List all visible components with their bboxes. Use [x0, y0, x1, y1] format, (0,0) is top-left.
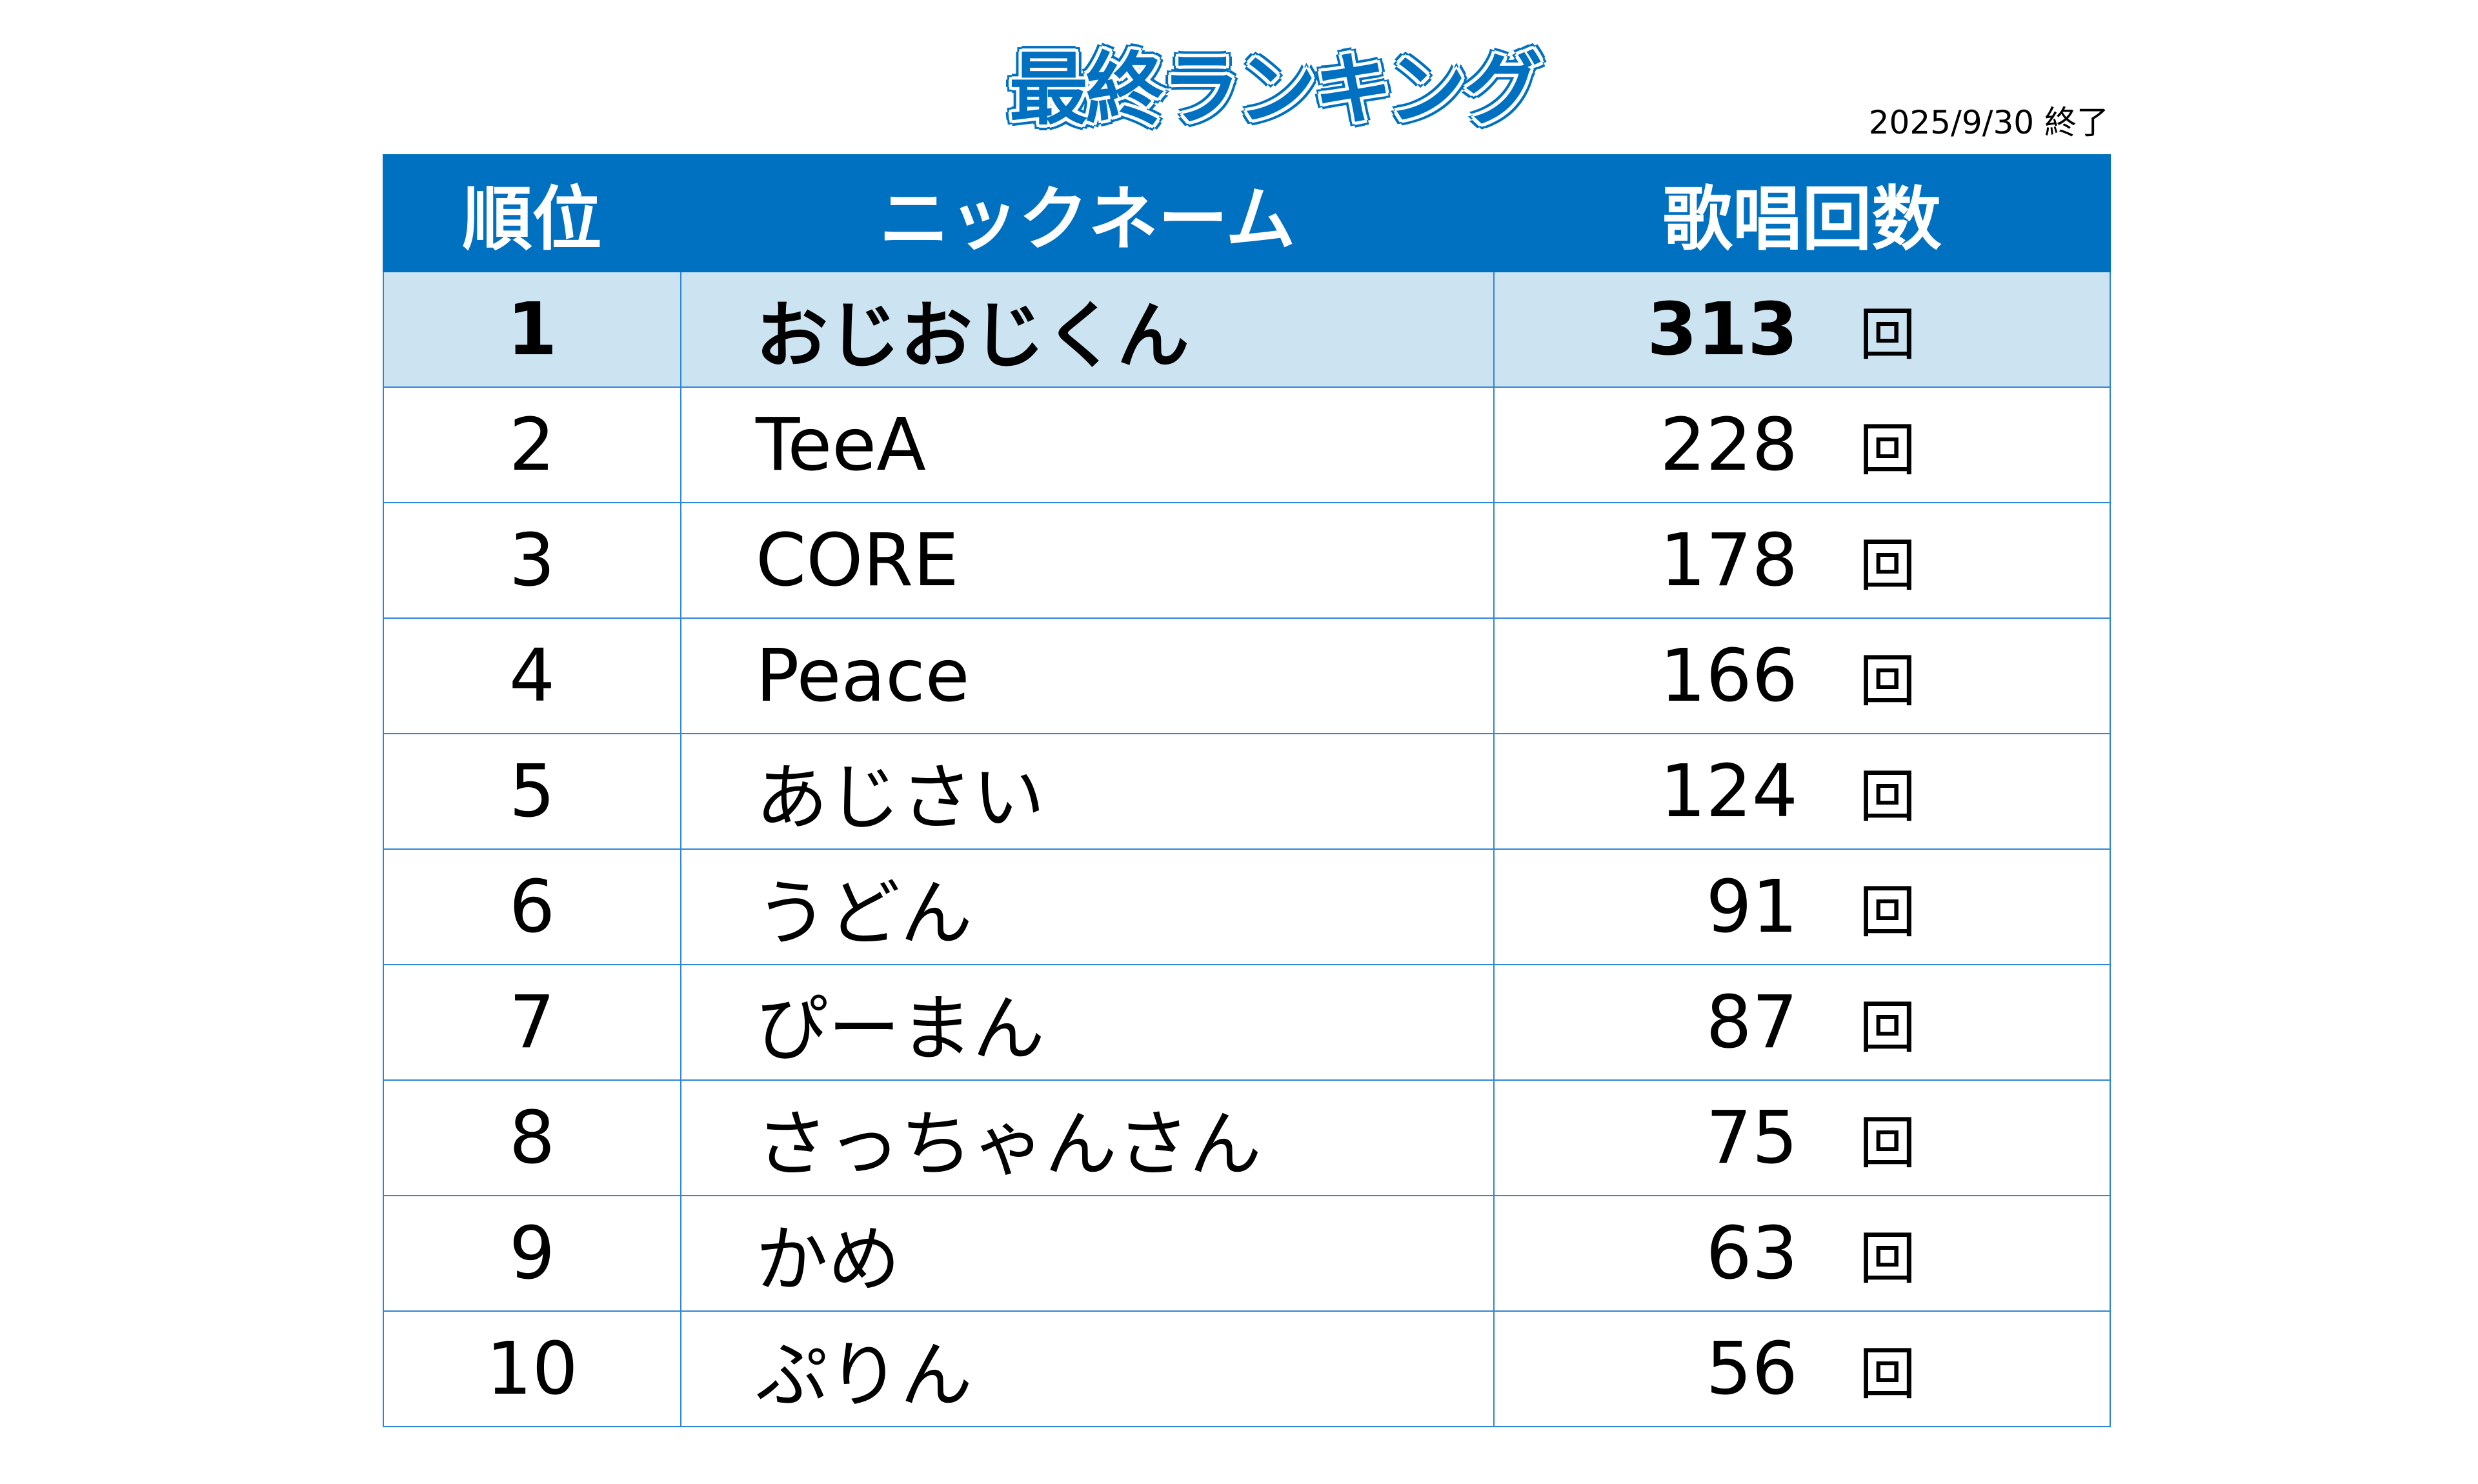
table-row: 4 Peace 166 回 — [383, 617, 2111, 734]
rank-cell: 9 — [383, 1195, 681, 1312]
count-value: 56 — [1706, 1327, 1798, 1411]
count-unit: 回 — [1859, 878, 1917, 945]
nickname-cell: うどん — [680, 848, 1495, 965]
header-rank: 順位 — [383, 154, 681, 272]
count-cell: 56 回 — [1493, 1310, 2111, 1427]
table-row: 1 おじおじくん 313 回 — [383, 271, 2111, 388]
count-cell: 63 回 — [1493, 1195, 2111, 1312]
nickname-cell: おじおじくん — [680, 271, 1495, 388]
end-date: 2025/9/30 終了 — [1868, 104, 2109, 141]
count-value: 178 — [1660, 518, 1798, 603]
count-cell: 178 回 — [1493, 502, 2111, 619]
count-cell: 166 回 — [1493, 617, 2111, 734]
count-value: 313 — [1647, 287, 1798, 372]
nickname-cell: TeeA — [680, 386, 1495, 503]
count-cell: 87 回 — [1493, 964, 2111, 1081]
table-row: 9 かめ 63 回 — [383, 1195, 2111, 1312]
count-value: 124 — [1660, 749, 1798, 834]
table-row: 5 あじさい 124 回 — [383, 733, 2111, 850]
nickname-cell: さっちゃんさん — [680, 1079, 1495, 1196]
rank-cell: 1 — [383, 271, 681, 388]
header-count: 歌唱回数 — [1493, 154, 2111, 272]
page-title: 最終ランキング — [1009, 44, 1542, 135]
rank-cell: 4 — [383, 617, 681, 734]
count-unit: 回 — [1859, 763, 1917, 830]
table-row: 10 ぷりん 56 回 — [383, 1310, 2111, 1427]
ranking-table: 順位 ニックネーム 歌唱回数 1 おじおじくん 313 回 2 TeeA 228 回 3… — [383, 154, 2111, 1427]
count-unit: 回 — [1859, 1340, 1917, 1407]
rank-cell: 10 — [383, 1310, 681, 1427]
count-unit: 回 — [1859, 1109, 1917, 1176]
table-row: 2 TeeA 228 回 — [383, 386, 2111, 503]
count-value: 63 — [1706, 1211, 1798, 1296]
count-value: 166 — [1660, 634, 1798, 718]
count-unit: 回 — [1859, 1225, 1917, 1292]
rank-cell: 2 — [383, 386, 681, 503]
table-row: 7 ぴーまん 87 回 — [383, 964, 2111, 1081]
rank-cell: 7 — [383, 964, 681, 1081]
table-row: 3 CORE 178 回 — [383, 502, 2111, 619]
count-cell: 228 回 — [1493, 386, 2111, 503]
count-value: 75 — [1706, 1096, 1798, 1180]
count-cell: 313 回 — [1493, 271, 2111, 388]
nickname-cell: ぴーまん — [680, 964, 1495, 1081]
nickname-cell: かめ — [680, 1195, 1495, 1312]
rank-cell: 6 — [383, 848, 681, 965]
count-unit: 回 — [1859, 532, 1917, 599]
rank-cell: 5 — [383, 733, 681, 850]
nickname-cell: CORE — [680, 502, 1495, 619]
count-unit: 回 — [1859, 416, 1917, 483]
count-value: 228 — [1660, 403, 1798, 487]
count-unit: 回 — [1859, 647, 1917, 714]
count-value: 87 — [1706, 980, 1798, 1065]
count-cell: 75 回 — [1493, 1079, 2111, 1196]
table-row: 8 さっちゃんさん 75 回 — [383, 1079, 2111, 1196]
nickname-cell: ぷりん — [680, 1310, 1495, 1427]
table-header: 順位 ニックネーム 歌唱回数 — [383, 154, 2111, 272]
rank-cell: 3 — [383, 502, 681, 619]
count-unit: 回 — [1859, 994, 1917, 1061]
count-cell: 124 回 — [1493, 733, 2111, 850]
nickname-cell: あじさい — [680, 733, 1495, 850]
header-name: ニックネーム — [680, 154, 1495, 272]
count-value: 91 — [1706, 865, 1798, 949]
rank-cell: 8 — [383, 1079, 681, 1196]
table-row: 6 うどん 91 回 — [383, 848, 2111, 965]
nickname-cell: Peace — [680, 617, 1495, 734]
count-unit: 回 — [1859, 301, 1917, 368]
count-cell: 91 回 — [1493, 848, 2111, 965]
